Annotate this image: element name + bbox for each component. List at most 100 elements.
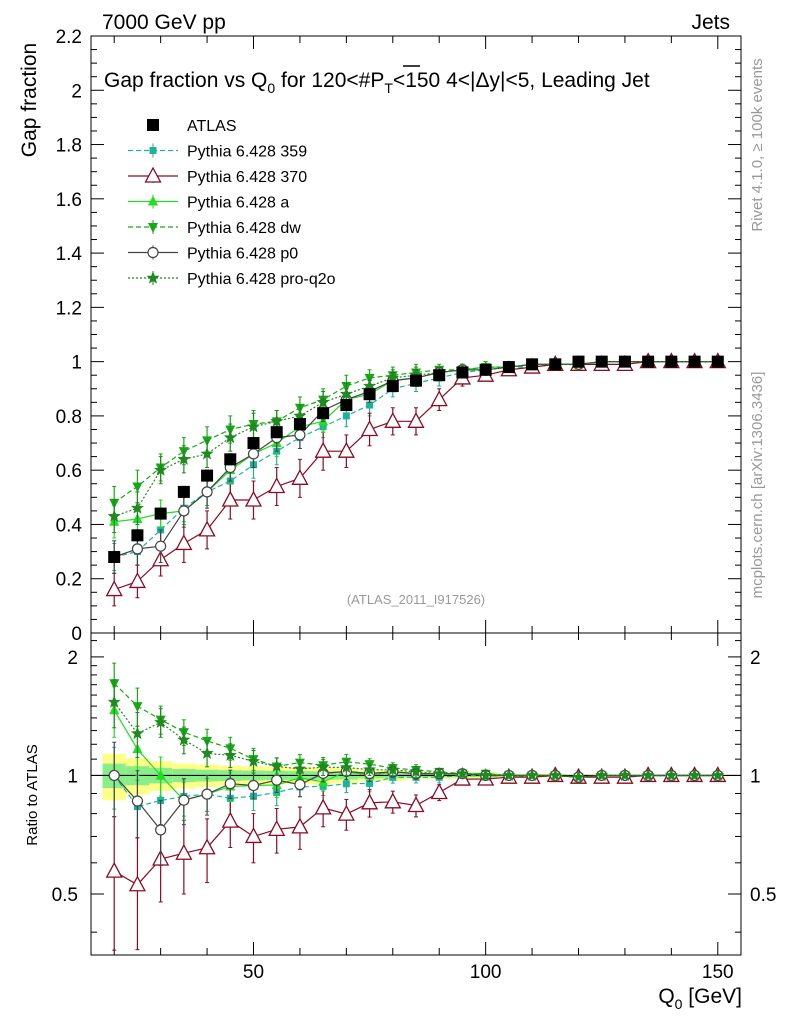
ratio-point-pq2o <box>548 768 562 781</box>
ratio-point-pq2o <box>386 763 400 776</box>
point-atlas <box>363 388 376 401</box>
ratio-tick-label-left: 1 <box>67 766 78 787</box>
point-p370 <box>430 390 448 407</box>
ratio-point-pp0 <box>131 795 144 807</box>
ratio-point-p370 <box>314 798 332 815</box>
point-p359 <box>342 412 350 420</box>
ratio-point-pq2o <box>409 764 423 778</box>
ratio-series <box>105 662 727 951</box>
ratio-point-pq2o <box>572 770 585 783</box>
point-p370 <box>337 441 355 458</box>
point-pq2o <box>223 430 237 444</box>
ratio-point-p370 <box>128 875 147 892</box>
legend-marker-pq2o <box>146 271 160 284</box>
point-atlas <box>526 358 539 371</box>
point-atlas <box>688 355 701 368</box>
point-atlas <box>572 355 585 368</box>
point-atlas <box>154 507 167 520</box>
legend-label-pp0: Pythia 6.428 p0 <box>187 246 298 263</box>
point-pdw <box>132 482 143 493</box>
point-atlas <box>270 426 283 439</box>
legend-marker-p370 <box>144 166 162 183</box>
ratio-point-pq2o <box>641 768 655 781</box>
ratio-point-pq2o <box>247 754 260 767</box>
ratio-point-p370 <box>291 817 309 834</box>
point-atlas <box>595 355 608 368</box>
ratio-tick-label-right: 2 <box>750 648 761 669</box>
point-p370 <box>221 490 239 507</box>
point-atlas <box>502 361 515 374</box>
point-pp0 <box>131 543 144 555</box>
point-pq2o <box>200 447 214 460</box>
ratio-point-pq2o <box>316 760 330 773</box>
point-p370 <box>128 572 147 589</box>
point-p370 <box>244 490 263 507</box>
point-atlas <box>317 407 330 420</box>
x-axis-label: Q0 [GeV] <box>658 985 742 1012</box>
ratio-y-tick-labels: 0.5 0.5 1 1 2 2 <box>52 648 777 906</box>
ratio-point-pq2o <box>177 733 191 746</box>
ratio-point-pq2o <box>432 766 446 780</box>
main-series <box>105 352 727 607</box>
point-pp0 <box>294 429 306 441</box>
point-pq2o <box>316 395 330 408</box>
ratio-point-p359 <box>342 780 350 788</box>
point-pq2o <box>130 501 144 514</box>
point-p370 <box>291 468 309 485</box>
y-tick-label: 2.2 <box>56 27 82 48</box>
x-tick-label: 150 <box>702 962 734 983</box>
ratio-tick-label-left: 0.5 <box>52 885 78 906</box>
legend-label-pa: Pythia 6.428 a <box>187 195 289 212</box>
point-atlas <box>618 355 631 368</box>
ratio-point-pq2o <box>455 766 469 780</box>
ratio-point-p370 <box>221 811 239 828</box>
ratio-y-axis-label: Ratio to ATLAS <box>24 744 41 845</box>
ratio-series-p370 <box>105 766 727 951</box>
ratio-point-pq2o <box>223 748 237 761</box>
ratio-point-pq2o <box>200 746 214 759</box>
ratio-point-pp0 <box>247 779 260 792</box>
point-atlas <box>108 551 121 564</box>
legend-label-atlas: ATLAS <box>187 118 237 135</box>
y-tick-label: 0.6 <box>56 461 82 482</box>
header-right: Jets <box>691 11 730 34</box>
point-pq2o <box>154 463 168 476</box>
point-atlas <box>340 399 353 412</box>
ratio-point-pq2o <box>339 760 353 773</box>
ratio-line-pdw <box>113 682 718 778</box>
ratio-tick-label-left: 2 <box>67 648 78 669</box>
y-tick-label: 0.4 <box>56 515 83 536</box>
ratio-point-pdw <box>132 702 143 713</box>
point-p370 <box>268 477 286 494</box>
point-p370 <box>175 534 193 551</box>
series-atlas <box>108 355 724 564</box>
legend-label-p370: Pythia 6.428 370 <box>187 169 307 186</box>
point-atlas <box>711 355 724 368</box>
point-atlas <box>642 355 655 368</box>
y-tick-label: 1.2 <box>56 298 82 319</box>
ratio-point-pq2o <box>270 759 284 772</box>
point-atlas <box>224 453 237 466</box>
point-atlas <box>386 380 399 393</box>
legend-marker-pp0 <box>147 246 159 259</box>
point-pq2o <box>339 387 353 400</box>
ratio-point-pq2o <box>130 726 144 740</box>
point-pp0 <box>201 486 213 498</box>
ratio-tick-label-right: 1 <box>750 766 761 787</box>
point-pq2o <box>177 452 191 465</box>
ratio-point-p370 <box>360 793 379 810</box>
y-tick-label: 1.4 <box>56 244 83 265</box>
point-p370 <box>407 411 425 428</box>
ratio-point-pa <box>155 769 166 780</box>
ratio-point-pp0 <box>294 778 306 791</box>
x-tick-label: 100 <box>470 962 502 983</box>
header-left: 7000 GeV pp <box>102 11 226 34</box>
y-tick-label: 1.6 <box>56 190 82 211</box>
y-tick-label: 1.8 <box>56 136 82 157</box>
main-axis-ticks <box>91 35 741 955</box>
y-axis-label: Gap fraction <box>18 43 41 157</box>
point-atlas <box>247 437 260 450</box>
legend-marker-pdw <box>148 223 158 233</box>
legend-marker-atlas <box>147 119 159 131</box>
legend-label-pdw: Pythia 6.428 dw <box>187 220 301 237</box>
